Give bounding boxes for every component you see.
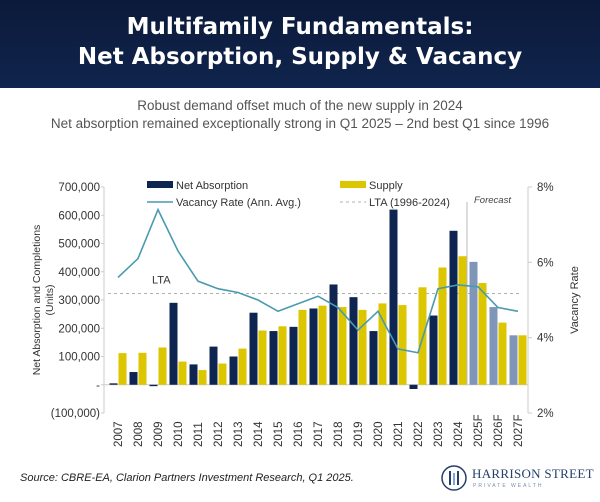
supply-bar-2012	[218, 363, 227, 385]
vacancy-rate-line	[117, 207, 519, 354]
x-tick-label: 2020	[373, 421, 385, 447]
legend-lta-label: LTA (1996-2024)	[369, 197, 450, 209]
x-tick-label: 2026F	[493, 414, 505, 447]
y-tick-label: 100,000	[58, 352, 100, 364]
y-tick-label: -	[96, 380, 100, 392]
net-absorption-bar-2011	[189, 364, 198, 385]
title-line-2: Net Absorption, Supply & Vacancy	[77, 44, 523, 70]
title-line-1: Multifamily Fundamentals:	[126, 14, 474, 40]
y-axis-label-line-1: Net Absorption and Completions	[31, 225, 43, 376]
supply-bar-2009	[158, 347, 167, 385]
x-tick-label: 2021	[393, 421, 405, 447]
supply-bar-2010	[178, 361, 187, 385]
y2-tick-label: 4%	[537, 333, 554, 345]
forecast-label: Forecast	[474, 195, 511, 206]
chart: 700,000 600,000 500,000 400,000 300,000 200,0…	[31, 180, 581, 447]
y2-tick-label: 6%	[537, 257, 554, 269]
supply-bar-2011	[198, 370, 207, 385]
y-tick-label: 300,000	[58, 295, 100, 307]
x-tick-label: 2015	[273, 421, 285, 447]
x-tick-label: 2025F	[473, 414, 485, 447]
harrison-street-logo: HARRISON STREET PRIVATE WEALTH	[440, 462, 594, 496]
x-tick-label: 2014	[253, 421, 265, 447]
supply-bar-2018	[338, 307, 347, 385]
net-absorption-bar-2021	[389, 209, 398, 385]
net-absorption-bar-2009	[149, 384, 158, 387]
supply-bar-2021	[398, 305, 407, 385]
net-absorption-bar-2015	[269, 331, 278, 385]
x-tick-label: 2024	[453, 421, 465, 447]
net-absorption-bar-2024	[449, 230, 458, 385]
x-tick-label: 2011	[193, 422, 205, 447]
net-absorption-bar-2017	[309, 308, 318, 385]
net-absorption-bar-2012	[209, 346, 218, 385]
net-absorption-bar-2023	[429, 315, 438, 385]
supply-bar-2007	[118, 353, 127, 385]
y-tick-label: 600,000	[58, 210, 100, 222]
legend-net-absorption-label: Net Absorption	[176, 180, 248, 192]
y-tick-label: 200,000	[58, 323, 100, 335]
legend-net-absorption-swatch	[147, 181, 173, 188]
net-absorption-bar-2016	[289, 326, 298, 385]
x-tick-label: 2008	[133, 421, 145, 447]
logo-emblem-icon	[441, 465, 467, 491]
legend-vacancy-label: Vacancy Rate (Ann. Avg.)	[176, 197, 301, 209]
y-tick-label: 700,000	[58, 182, 100, 194]
y2-tick-label: 8%	[537, 182, 554, 194]
net-absorption-bar-2008	[129, 372, 138, 385]
net-absorption-bar-2014	[249, 312, 258, 385]
supply-bar-2015	[278, 326, 287, 385]
supply-bar-2026F	[498, 322, 507, 385]
x-tick-label: 2012	[213, 421, 225, 447]
supply-bar-2014	[258, 330, 267, 385]
x-tick-label: 2009	[153, 421, 165, 447]
net-absorption-bar-2018	[329, 284, 338, 385]
net-absorption-bar-2013	[229, 356, 238, 385]
supply-bar-2019	[358, 309, 367, 385]
source-note: Source: CBRE-EA, Clarion Partners Invest…	[20, 472, 354, 484]
x-tick-label: 2022	[413, 421, 425, 447]
x-tick-label: 2016	[293, 421, 305, 447]
supply-bar-2025F	[478, 283, 487, 385]
net-absorption-bar-2020	[369, 331, 378, 385]
y-tick-label: 400,000	[58, 267, 100, 279]
x-tick-label: 2010	[173, 421, 185, 447]
net-absorption-bar-2010	[169, 302, 178, 385]
supply-bar-2023	[438, 267, 447, 385]
y-tick-label: (100,000)	[51, 408, 100, 420]
x-tick-label: 2017	[313, 421, 325, 447]
x-tick-label: 2023	[433, 421, 445, 447]
logo-tagline: PRIVATE WEALTH	[473, 483, 544, 489]
supply-bar-2027F	[518, 335, 527, 385]
logo-name: HARRISON STREET	[472, 466, 594, 481]
subtitle-line-2: Net absorption remained exceptionally st…	[50, 116, 550, 131]
y-tick-label: 500,000	[58, 239, 100, 251]
x-tick-label: 2018	[333, 421, 345, 447]
legend-supply-label: Supply	[369, 180, 403, 192]
net-absorption-bar-2007	[109, 383, 118, 385]
header-banner: Multifamily Fundamentals: Net Absorption…	[0, 0, 600, 88]
net-absorption-bar-2022	[409, 384, 418, 389]
y2-axis-label: Vacancy Rate	[569, 266, 581, 334]
x-tick-label: 2007	[113, 421, 125, 447]
net-absorption-bar-2027F	[509, 335, 518, 385]
supply-bar-2008	[138, 352, 147, 385]
supply-bar-2017	[318, 305, 327, 385]
supply-bar-2016	[298, 309, 307, 385]
x-tick-label: 2013	[233, 421, 245, 447]
x-tick-label: 2019	[353, 421, 365, 447]
supply-bar-2024	[458, 256, 467, 385]
net-absorption-bar-2025F	[469, 261, 478, 385]
net-absorption-bar-2026F	[489, 307, 498, 385]
lta-label: LTA	[152, 275, 171, 287]
subtitle-line-1: Robust demand offset much of the new sup…	[137, 98, 463, 113]
legend-supply-swatch	[340, 181, 366, 188]
net-absorption-bar-2019	[349, 297, 358, 385]
supply-bar-2020	[378, 303, 387, 385]
y2-tick-label: 2%	[537, 408, 554, 420]
supply-bar-2013	[238, 348, 247, 385]
x-tick-label: 2027F	[513, 414, 525, 447]
y-axis-label-line-2: (Units)	[44, 285, 56, 316]
